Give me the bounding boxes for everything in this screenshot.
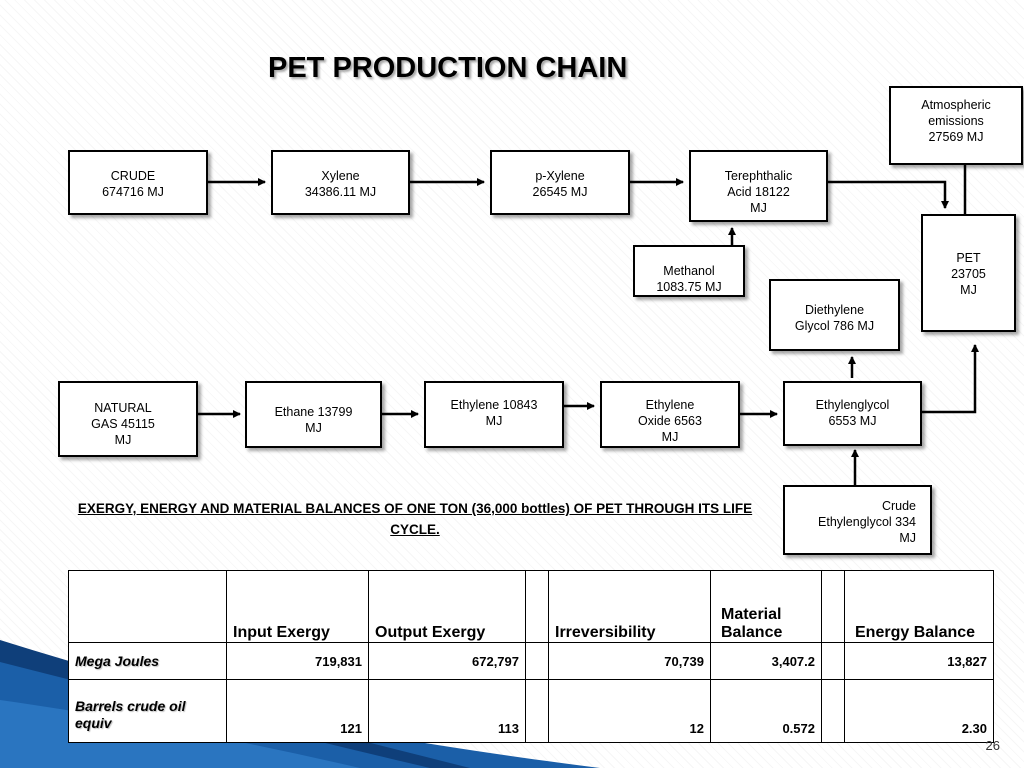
header-spacer-2 <box>821 570 845 643</box>
arrow-terephthalic-pet <box>828 180 949 209</box>
cell-input-exergy: 121 <box>226 679 369 743</box>
cell-irreversibility: 12 <box>548 679 711 743</box>
table-header-row: Input Exergy Output Exergy Irreversibili… <box>68 570 994 643</box>
node-atmospheric-emissions: Atmospheric emissions 27569 MJ <box>889 86 1023 165</box>
header-spacer-1 <box>525 570 549 643</box>
row-label: Barrels crude oil equiv <box>68 679 227 743</box>
header-input-exergy: Input Exergy <box>226 570 369 643</box>
node-crude-ethylenglycol: Crude Ethylenglycol 334 MJ <box>783 485 932 555</box>
node-methanol: Methanol 1083.75 MJ <box>633 245 745 297</box>
table-row: Mega Joules 719,831 672,797 70,739 3,407… <box>68 642 994 680</box>
cell-spacer <box>821 642 845 680</box>
node-natural-gas: NATURAL GAS 45115 MJ <box>58 381 198 457</box>
page-title: PET PRODUCTION CHAIN <box>268 52 628 84</box>
cell-material-balance: 0.572 <box>710 679 822 743</box>
cell-spacer <box>525 642 549 680</box>
header-energy-balance: Energy Balance <box>844 570 994 643</box>
row-label: Mega Joules <box>68 642 227 680</box>
node-crude: CRUDE 674716 MJ <box>68 150 208 215</box>
node-diethylene-glycol: Diethylene Glycol 786 MJ <box>769 279 900 351</box>
header-cell-empty <box>68 570 227 643</box>
balance-table: Input Exergy Output Exergy Irreversibili… <box>68 570 994 743</box>
cell-input-exergy: 719,831 <box>226 642 369 680</box>
node-ethylene: Ethylene 10843 MJ <box>424 381 564 448</box>
table-row: Barrels crude oil equiv 121 113 12 0.572… <box>68 679 994 743</box>
balance-caption: EXERGY, ENERGY AND MATERIAL BALANCES OF … <box>77 501 753 537</box>
page-number: 26 <box>985 738 1000 753</box>
cell-material-balance: 3,407.2 <box>710 642 822 680</box>
cell-spacer <box>525 679 549 743</box>
node-ethylenglycol: Ethylenglycol 6553 MJ <box>783 381 922 446</box>
node-ethylene-oxide: Ethylene Oxide 6563 MJ <box>600 381 740 448</box>
node-p-xylene: p-Xylene 26545 MJ <box>490 150 630 215</box>
header-material-balance: Material Balance <box>710 570 822 643</box>
cell-energy-balance: 13,827 <box>844 642 994 680</box>
cell-output-exergy: 113 <box>368 679 526 743</box>
node-xylene: Xylene 34386.11 MJ <box>271 150 410 215</box>
cell-irreversibility: 70,739 <box>548 642 711 680</box>
node-terephthalic-acid: Terephthalic Acid 18122 MJ <box>689 150 828 222</box>
cell-output-exergy: 672,797 <box>368 642 526 680</box>
cell-energy-balance: 2.30 <box>844 679 994 743</box>
header-irreversibility: Irreversibility <box>548 570 711 643</box>
cell-spacer <box>821 679 845 743</box>
arrow-glycol-pet <box>922 344 979 414</box>
header-output-exergy: Output Exergy <box>368 570 526 643</box>
node-pet: PET 23705 MJ <box>921 214 1016 332</box>
node-ethane: Ethane 13799 MJ <box>245 381 382 448</box>
